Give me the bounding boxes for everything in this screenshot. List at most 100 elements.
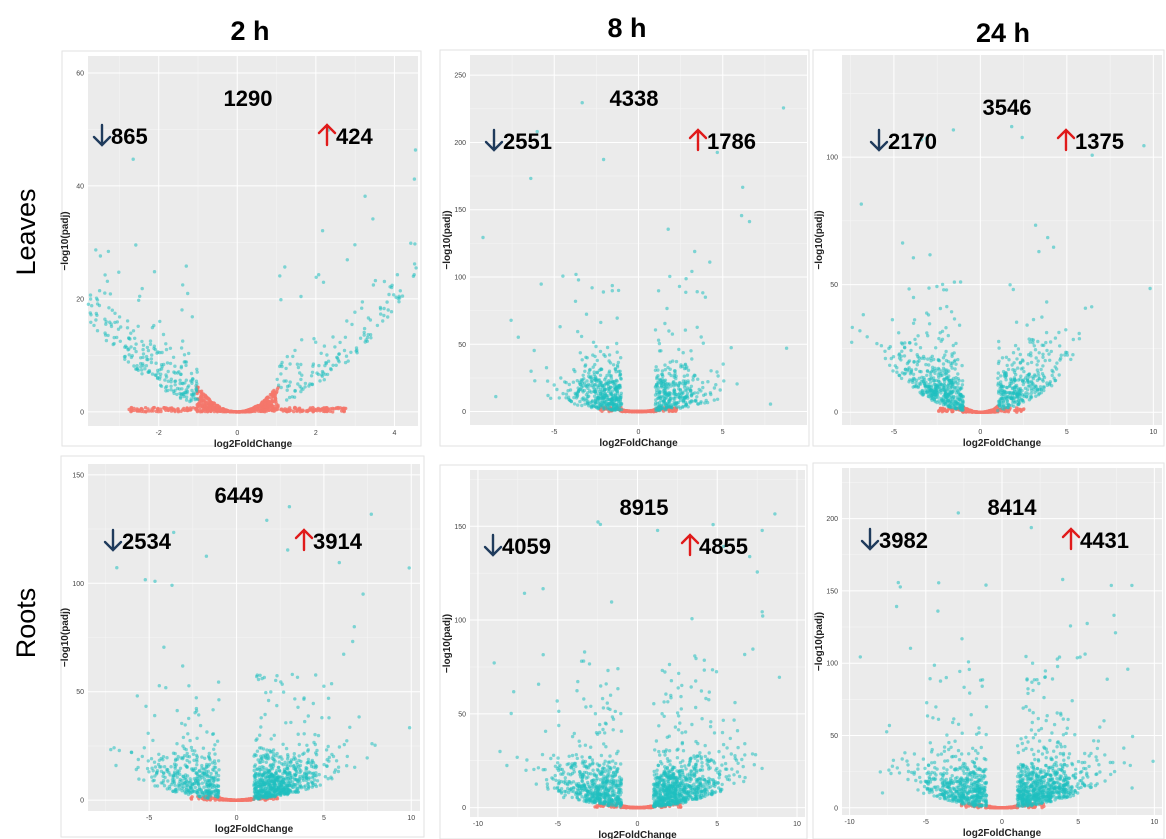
- scatter-point: [952, 317, 957, 321]
- scatter-point: [645, 409, 649, 414]
- scatter-point: [1007, 403, 1011, 408]
- scatter-point: [170, 778, 175, 782]
- scatter-point: [291, 764, 296, 768]
- scatter-point: [891, 355, 896, 359]
- scatter-point: [683, 404, 688, 408]
- scatter-point: [943, 353, 947, 357]
- scatter-point: [157, 684, 161, 688]
- scatter-point: [159, 769, 164, 773]
- scatter-point: [1009, 391, 1013, 395]
- scatter-point: [275, 407, 279, 412]
- scatter-point: [715, 397, 720, 401]
- scatter-point: [954, 341, 958, 346]
- scatter-point: [735, 382, 739, 386]
- scatter-point: [1029, 360, 1034, 365]
- scatter-point: [686, 405, 690, 409]
- scatter-point: [897, 373, 902, 378]
- scatter-point: [946, 384, 950, 388]
- scatter-point: [671, 359, 675, 363]
- scatter-point: [275, 674, 279, 678]
- scatter-point: [186, 291, 190, 296]
- scatter-point: [915, 353, 919, 357]
- total-degs-label: 6449: [215, 483, 264, 508]
- scatter-point: [153, 713, 157, 718]
- scatter-point: [599, 381, 603, 385]
- scatter-point: [215, 739, 220, 743]
- scatter-point: [617, 408, 622, 412]
- scatter-point: [104, 322, 108, 326]
- scatter-point: [927, 363, 931, 367]
- scatter-point: [343, 360, 348, 365]
- scatter-point: [204, 401, 209, 405]
- scatter-point: [176, 407, 180, 411]
- up-arrow-icon: [1056, 128, 1076, 152]
- scatter-point: [137, 777, 141, 781]
- scatter-point: [400, 294, 405, 298]
- scatter-point: [243, 410, 247, 414]
- scatter-point: [188, 786, 192, 791]
- scatter-point: [382, 306, 386, 311]
- total-degs-label: 4338: [610, 86, 659, 111]
- scatter-point: [729, 346, 733, 350]
- scatter-point: [185, 758, 189, 763]
- scatter-point: [306, 748, 310, 752]
- scatter-point: [663, 321, 667, 326]
- scatter-point: [179, 756, 183, 760]
- scatter-point: [183, 781, 187, 785]
- scatter-point: [258, 746, 262, 750]
- scatter-point: [330, 752, 334, 757]
- scatter-point: [166, 379, 170, 383]
- down-regulated-count: 2551: [503, 129, 552, 154]
- scatter-point: [189, 398, 193, 403]
- scatter-point: [957, 401, 961, 406]
- scatter-point: [672, 392, 676, 396]
- scatter-point: [195, 367, 199, 371]
- scatter-point: [320, 374, 325, 378]
- scatter-point: [300, 373, 304, 377]
- scatter-point: [951, 128, 956, 132]
- scatter-point: [263, 405, 267, 409]
- scatter-point: [578, 382, 582, 386]
- scatter-point: [89, 320, 93, 324]
- scatter-point: [688, 389, 693, 394]
- scatter-point: [916, 334, 920, 338]
- scatter-point: [645, 805, 650, 809]
- scatter-point: [296, 705, 300, 709]
- scatter-point: [951, 389, 955, 393]
- scatter-point: [117, 270, 121, 274]
- scatter-point: [584, 384, 588, 389]
- scatter-point: [912, 384, 917, 388]
- scatter-point: [1025, 373, 1029, 378]
- scatter-point: [597, 383, 601, 387]
- scatter-point: [345, 739, 349, 743]
- scatter-point: [557, 723, 561, 728]
- scatter-point: [1013, 384, 1017, 388]
- scatter-point: [273, 397, 278, 401]
- scatter-point: [156, 350, 160, 354]
- down-arrow-icon: [869, 128, 889, 152]
- scatter-point: [317, 363, 321, 368]
- scatter-point: [187, 684, 191, 688]
- scatter-point: [325, 353, 329, 357]
- scatter-point: [1029, 386, 1034, 390]
- scatter-point: [261, 772, 266, 776]
- scatter-point: [169, 380, 173, 384]
- scatter-point: [260, 676, 264, 681]
- scatter-point: [1053, 336, 1058, 340]
- scatter-point: [265, 518, 269, 522]
- scatter-point: [279, 407, 284, 411]
- scatter-point: [685, 391, 690, 396]
- scatter-point: [1057, 330, 1061, 335]
- scatter-point: [176, 754, 180, 759]
- scatter-point: [161, 758, 165, 762]
- scatter-point: [181, 735, 186, 740]
- scatter-point: [97, 289, 102, 293]
- scatter-point: [1041, 352, 1045, 356]
- scatter-point: [961, 399, 965, 403]
- scatter-point: [192, 768, 196, 772]
- scatter-point: [1035, 363, 1039, 367]
- scatter-point: [288, 380, 292, 384]
- scatter-point: [1012, 361, 1016, 365]
- scatter-point: [304, 778, 309, 783]
- scatter-point: [1029, 354, 1033, 358]
